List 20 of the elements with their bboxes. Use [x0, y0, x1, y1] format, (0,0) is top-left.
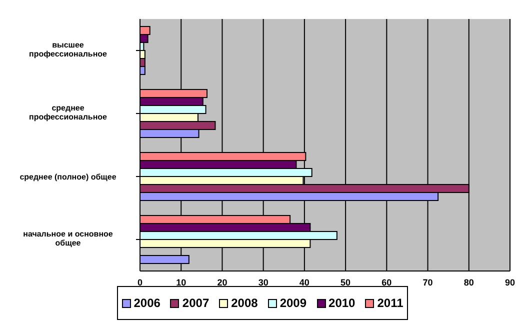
x-tick-label: 30 [258, 277, 268, 288]
legend-label: 2007 [181, 296, 210, 310]
y-tick-label: среднее (полное) общее [20, 172, 117, 182]
legend-label: 2008 [230, 296, 258, 310]
legend-label: 2011 [376, 296, 404, 310]
x-tick-label: 50 [340, 277, 351, 288]
legend-label: 2010 [328, 296, 356, 310]
legend-label: 2009 [278, 296, 307, 310]
x-tick-label: 20 [217, 277, 228, 288]
x-tick-label: 80 [464, 277, 474, 288]
x-tick-label: 90 [504, 277, 516, 288]
y-tick-label: среднее профессиональное [29, 103, 108, 122]
x-tick-label: 10 [176, 277, 186, 288]
legend-label: 2006 [132, 296, 160, 310]
x-tick-label: 40 [299, 277, 310, 288]
y-tick-label: высшее профессиональное [29, 40, 108, 58]
x-tick-label: 70 [422, 277, 433, 288]
x-tick-label: 0 [137, 277, 143, 288]
x-tick-label: 60 [382, 277, 392, 288]
y-tick-label: начальное и основное общее [23, 229, 114, 248]
